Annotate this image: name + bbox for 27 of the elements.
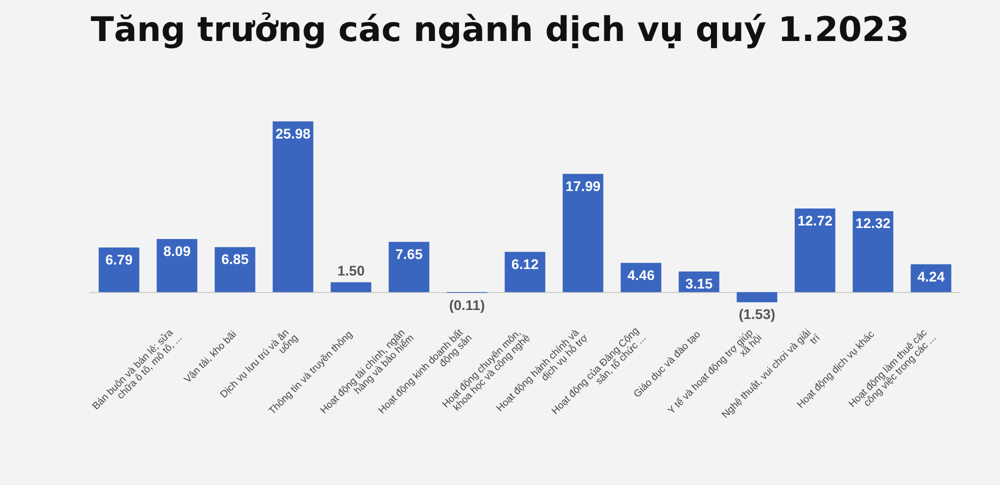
bar (736, 292, 778, 302)
bar (794, 208, 836, 292)
bar (852, 211, 894, 292)
bar (272, 121, 314, 292)
data-label: (0.11) (449, 296, 485, 313)
bar (562, 174, 604, 292)
bar (504, 252, 546, 292)
data-label: 12.72 (797, 212, 833, 229)
bar (98, 248, 140, 292)
data-label: 17.99 (565, 178, 601, 194)
data-label: 25.98 (275, 125, 311, 142)
data-label: 7.65 (395, 246, 423, 262)
data-label: (1.53) (738, 306, 776, 322)
bar (214, 247, 256, 292)
data-label: 12.32 (855, 215, 891, 232)
data-label: 6.12 (511, 256, 539, 272)
data-label: 8.09 (163, 242, 191, 259)
data-label: 4.46 (627, 266, 655, 283)
bar (156, 238, 198, 292)
data-label: 3.15 (685, 275, 713, 292)
data-label: 4.24 (917, 268, 945, 284)
chart-title: Tăng trưởng các ngành dịch vụ quý 1.2023 (90, 10, 910, 50)
bar (330, 282, 372, 292)
data-label: 6.79 (105, 252, 133, 268)
data-label: 1.50 (337, 262, 365, 278)
bar (388, 242, 430, 292)
data-label: 6.85 (221, 251, 249, 268)
